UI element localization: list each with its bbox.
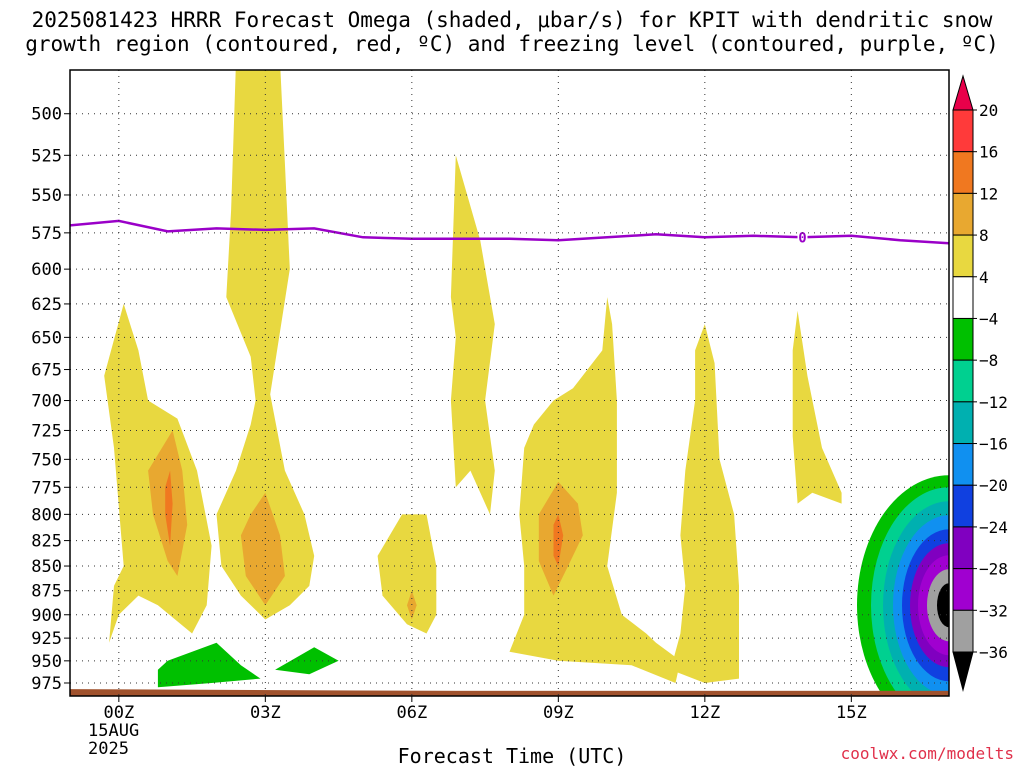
y-tick-label-900: 900 bbox=[31, 606, 62, 626]
credit-link[interactable]: coolwx.com/modelts bbox=[840, 744, 1014, 763]
colorbar-label-11: −28 bbox=[979, 560, 1008, 579]
colorbar-bin-3 bbox=[952, 234, 974, 278]
omega-downward-36 bbox=[937, 583, 949, 628]
omega-region-7 bbox=[450, 155, 495, 515]
date-label-year: 2025 bbox=[88, 739, 129, 759]
chart-title-line1: 2025081423 HRRR Forecast Omega (shaded, … bbox=[31, 8, 993, 32]
colorbar-label-1: 16 bbox=[979, 143, 998, 162]
x-tick-label-12Z: 12Z bbox=[689, 703, 720, 723]
y-tick-label-625: 625 bbox=[31, 295, 62, 315]
colorbar-bin-2 bbox=[952, 192, 974, 236]
y-tick-label-700: 700 bbox=[31, 392, 62, 412]
y-tick-label-500: 500 bbox=[31, 105, 62, 125]
x-tick-label-03Z: 03Z bbox=[250, 703, 281, 723]
y-tick-label-875: 875 bbox=[31, 582, 62, 602]
y-tick-label-725: 725 bbox=[31, 421, 62, 441]
y-tick-label-825: 825 bbox=[31, 532, 62, 552]
y-tick-label-850: 850 bbox=[31, 557, 62, 577]
date-label-day: 15AUG bbox=[88, 721, 140, 741]
y-tick-label-950: 950 bbox=[31, 652, 62, 672]
colorbar-bin-5 bbox=[952, 317, 974, 361]
colorbar-bin-8 bbox=[952, 443, 974, 486]
omega-region-12 bbox=[792, 310, 842, 504]
y-tick-label-975: 975 bbox=[31, 674, 62, 694]
y-tick-label-550: 550 bbox=[31, 186, 62, 206]
omega-region-8 bbox=[509, 297, 681, 683]
omega-region-3 bbox=[216, 70, 315, 620]
colorbar-label-6: −8 bbox=[979, 351, 998, 370]
omega-region-13 bbox=[157, 642, 261, 688]
freezing-level-label-bg bbox=[797, 230, 808, 245]
y-tick-label-675: 675 bbox=[31, 361, 62, 381]
colorbar-label-12: −32 bbox=[979, 601, 1008, 620]
omega-region-10 bbox=[553, 514, 564, 566]
x-tick-label-15Z: 15Z bbox=[836, 703, 867, 723]
colorbar-bin-11 bbox=[952, 568, 974, 611]
plot-area: 0 bbox=[70, 70, 949, 696]
y-tick-label-650: 650 bbox=[31, 328, 62, 348]
y-tick-label-575: 575 bbox=[31, 224, 62, 244]
omega-region-4 bbox=[240, 492, 285, 606]
y-tick-label-800: 800 bbox=[31, 505, 62, 525]
colorbar-bin-10 bbox=[952, 526, 974, 570]
colorbar-label-8: −16 bbox=[979, 435, 1008, 454]
x-tick-label-00Z: 00Z bbox=[103, 703, 134, 723]
y-tick-label-750: 750 bbox=[31, 450, 62, 470]
colorbar-label-9: −20 bbox=[979, 476, 1008, 495]
y-tick-label-525: 525 bbox=[31, 146, 62, 166]
date-label: 15AUG 2025 bbox=[88, 722, 139, 758]
y-tick-label-775: 775 bbox=[31, 478, 62, 498]
colorbar-bottom-arrow bbox=[952, 651, 974, 692]
grid bbox=[70, 70, 949, 696]
colorbar-bin-0 bbox=[952, 109, 974, 153]
colorbar-bin-1 bbox=[952, 151, 974, 194]
colorbar-label-3: 8 bbox=[979, 226, 989, 245]
omega-region-2 bbox=[165, 470, 173, 546]
colorbar-bin-12 bbox=[952, 609, 974, 653]
omega-region-6 bbox=[407, 590, 417, 620]
colorbar: 20 16 12 8 4 −4 −8 −12 −16 −20 −24 −28 −32 −36 bbox=[952, 74, 1008, 692]
colorbar-label-10: −24 bbox=[979, 518, 1008, 537]
plot-frame bbox=[69, 69, 950, 697]
colorbar-label-5: −4 bbox=[979, 309, 998, 328]
y-tick-label-600: 600 bbox=[31, 260, 62, 280]
terrain-base bbox=[70, 690, 949, 696]
colorbar-label-13: −36 bbox=[979, 643, 1008, 662]
x-tick-label-09Z: 09Z bbox=[543, 703, 574, 723]
axes: 500 525 550 575 600 625 650 675 700 725 750 775 800 8… bbox=[31, 69, 950, 723]
colorbar-label-4: 4 bbox=[979, 268, 989, 287]
y-tick-label-925: 925 bbox=[31, 629, 62, 649]
colorbar-bin-7 bbox=[952, 401, 974, 445]
x-tick-label-06Z: 06Z bbox=[396, 703, 427, 723]
shaded-regions: 0 bbox=[70, 70, 949, 696]
omega-region-14 bbox=[275, 647, 339, 675]
colorbar-bin-4 bbox=[952, 276, 974, 319]
chart-title: 2025081423 HRRR Forecast Omega (shaded, … bbox=[0, 8, 1024, 56]
colorbar-label-0: 20 bbox=[979, 101, 998, 120]
colorbar-label-2: 12 bbox=[979, 184, 998, 203]
x-axis-label: Forecast Time (UTC) bbox=[397, 744, 627, 768]
colorbar-top-arrow bbox=[952, 74, 974, 111]
freezing-level-label: 0 bbox=[798, 230, 806, 246]
colorbar-bin-9 bbox=[952, 484, 974, 528]
chart-title-line2: growth region (contoured, red, ºC) and f… bbox=[25, 32, 999, 56]
colorbar-bin-6 bbox=[952, 359, 974, 403]
freezing-level-line bbox=[70, 219, 949, 245]
colorbar-label-7: −12 bbox=[979, 393, 1008, 412]
omega-region-11 bbox=[670, 324, 739, 683]
omega-region-5 bbox=[377, 514, 437, 634]
